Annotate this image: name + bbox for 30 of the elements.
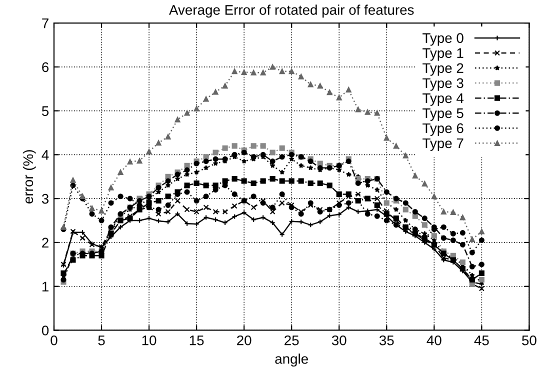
y-tick-label: 1: [42, 282, 48, 292]
x-tick-label: 25: [284, 335, 299, 346]
legend-label: Type 7: [422, 138, 464, 151]
y-tick-label: 7: [42, 18, 48, 28]
x-tick-label: 50: [522, 335, 536, 346]
x-tick-label: 15: [190, 336, 204, 346]
y-tick-label: 5: [42, 106, 49, 116]
legend-label: Type 3: [422, 78, 464, 91]
x-tick-label: 40: [426, 335, 442, 346]
legend-label: Type 2: [422, 63, 464, 76]
x-tick-label: 10: [142, 335, 156, 346]
y-tick-label: 2: [42, 238, 48, 248]
chart-title: Average Error of rotated pair of features: [169, 4, 414, 18]
x-tick-label: 5: [98, 336, 105, 346]
x-tick-label: 35: [379, 335, 394, 346]
x-tick-label: 0: [50, 335, 58, 346]
y-tick-label: 3: [42, 194, 49, 204]
y-axis-title: error (%): [22, 150, 36, 204]
y-tick-label: 6: [42, 62, 49, 72]
legend-label: Type 0: [422, 33, 464, 46]
legend-label: Type 6: [422, 123, 464, 136]
legend-label: Type 1: [422, 48, 464, 61]
x-axis-title: angle: [275, 354, 308, 367]
y-tick-label: 0: [42, 326, 49, 336]
x-tick-label: 20: [237, 335, 252, 346]
legend-label: Type 4: [422, 93, 464, 106]
x-tick-label: 30: [332, 335, 346, 346]
y-tick-label: 4: [42, 150, 49, 160]
legend-label: Type 5: [422, 108, 464, 121]
x-tick-label: 45: [474, 336, 489, 346]
